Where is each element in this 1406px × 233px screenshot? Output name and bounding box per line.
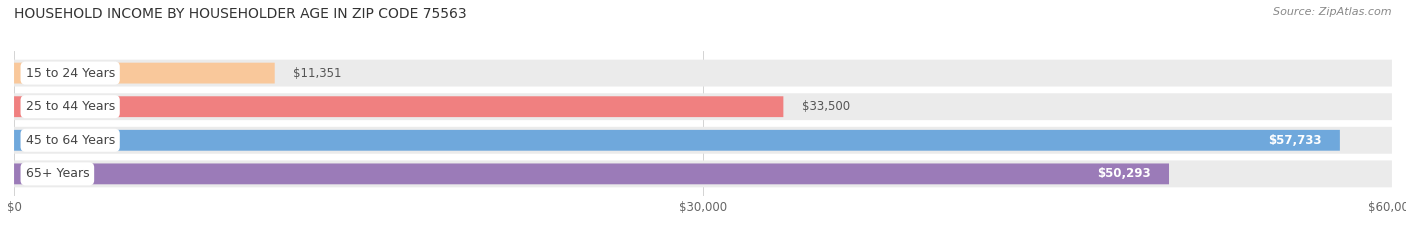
Text: 65+ Years: 65+ Years bbox=[25, 167, 89, 180]
FancyBboxPatch shape bbox=[14, 130, 1340, 151]
Text: $50,293: $50,293 bbox=[1097, 167, 1150, 180]
FancyBboxPatch shape bbox=[14, 93, 1392, 120]
Text: 25 to 44 Years: 25 to 44 Years bbox=[25, 100, 115, 113]
Text: $11,351: $11,351 bbox=[292, 67, 342, 80]
FancyBboxPatch shape bbox=[14, 164, 1168, 184]
FancyBboxPatch shape bbox=[14, 63, 274, 83]
Text: 45 to 64 Years: 45 to 64 Years bbox=[25, 134, 115, 147]
Text: 15 to 24 Years: 15 to 24 Years bbox=[25, 67, 115, 80]
Text: $57,733: $57,733 bbox=[1268, 134, 1322, 147]
FancyBboxPatch shape bbox=[14, 127, 1392, 154]
FancyBboxPatch shape bbox=[14, 96, 783, 117]
Text: $33,500: $33,500 bbox=[801, 100, 849, 113]
FancyBboxPatch shape bbox=[14, 60, 1392, 86]
FancyBboxPatch shape bbox=[14, 161, 1392, 187]
Text: Source: ZipAtlas.com: Source: ZipAtlas.com bbox=[1274, 7, 1392, 17]
Text: HOUSEHOLD INCOME BY HOUSEHOLDER AGE IN ZIP CODE 75563: HOUSEHOLD INCOME BY HOUSEHOLDER AGE IN Z… bbox=[14, 7, 467, 21]
